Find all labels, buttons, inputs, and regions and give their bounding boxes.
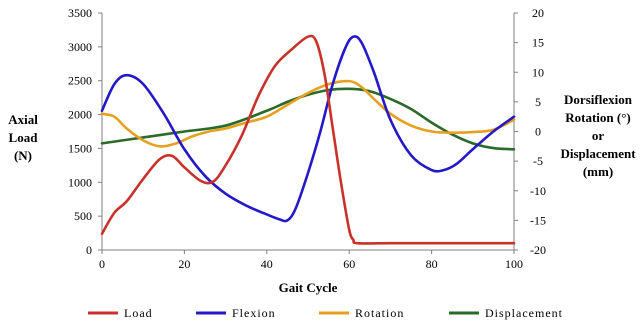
y-axis-label-line: Load — [9, 130, 39, 145]
y2-tick-label: -15 — [530, 213, 546, 227]
y-axis-label-line: (N) — [14, 148, 32, 163]
series-line-rotation — [100, 79, 516, 148]
series-line-displacement — [100, 87, 516, 151]
x-tick-label: 80 — [426, 257, 438, 271]
x-tick-label: 100 — [505, 257, 523, 271]
legend-label: Rotation — [355, 306, 404, 320]
y-axis-label-line: Axial — [8, 112, 38, 127]
y2-tick-label: -5 — [533, 154, 543, 168]
y2-axis-label: Dorsiflexion Rotation (°) or Displacemen… — [560, 92, 636, 179]
y2-tick-label: -20 — [530, 243, 546, 257]
legend-label: Load — [124, 306, 153, 320]
series-line-flexion — [100, 35, 516, 223]
y-tick-label: 3500 — [68, 6, 92, 20]
y-axis-label: Axial Load (N) — [8, 112, 38, 163]
y2-tick-label: -10 — [530, 184, 546, 198]
y2-tick-label: 5 — [535, 95, 541, 109]
y2-axis-label-line: or — [592, 128, 605, 143]
x-tick-label: 60 — [343, 257, 355, 271]
legend-item-load: Load — [88, 306, 153, 320]
y2-tick-label: 15 — [532, 36, 544, 50]
ticks: 0500100015002000250030003500-20-15-10-50… — [68, 6, 546, 271]
x-tick-label: 0 — [99, 257, 105, 271]
y2-axis-label-line: Dorsiflexion — [564, 92, 633, 107]
legend-label: Flexion — [232, 306, 276, 320]
legend-item-rotation: Rotation — [319, 306, 404, 320]
y2-axis-label-line: Rotation (°) — [565, 110, 631, 125]
series-lines — [100, 34, 516, 245]
y-tick-label: 2500 — [68, 74, 92, 88]
legend: Load Flexion Rotation Displacement — [88, 306, 563, 320]
legend-item-flexion: Flexion — [196, 306, 276, 320]
legend-label: Displacement — [485, 306, 563, 320]
y-tick-label: 2000 — [68, 108, 92, 122]
x-axis-label: Gait Cycle — [279, 280, 338, 295]
y2-tick-label: 10 — [532, 65, 544, 79]
y2-axis-label-line: (mm) — [583, 164, 613, 179]
y-tick-label: 1500 — [68, 141, 92, 155]
y-tick-label: 3000 — [68, 40, 92, 54]
x-tick-label: 40 — [261, 257, 273, 271]
y-tick-label: 500 — [74, 209, 92, 223]
y-tick-label: 1000 — [68, 175, 92, 189]
y2-tick-label: 0 — [535, 125, 541, 139]
y2-axis-label-line: Displacement — [560, 146, 636, 161]
y2-tick-label: 20 — [532, 6, 544, 20]
series-line-load — [100, 34, 516, 245]
y-tick-label: 0 — [86, 243, 92, 257]
x-tick-label: 20 — [178, 257, 190, 271]
legend-item-displacement: Displacement — [449, 306, 563, 320]
